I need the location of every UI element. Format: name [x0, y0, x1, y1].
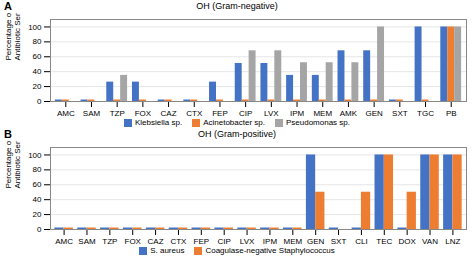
svg-text:60: 60: [33, 52, 42, 61]
svg-text:LVX: LVX: [264, 109, 279, 117]
svg-text:LVX: LVX: [240, 237, 255, 245]
html-text:Klebsiella sp.: Klebsiella sp.: [135, 118, 183, 127]
html-text:OH (Gram-negative): OH (Gram-negative): [196, 1, 278, 11]
svg-text:FOX: FOX: [124, 237, 141, 245]
svg-text:AMC: AMC: [57, 109, 75, 117]
svg-text:CLI: CLI: [355, 237, 367, 245]
svg-text:IPM: IPM: [263, 237, 278, 245]
html-text:OH (Gram-positive): OH (Gram-positive): [198, 129, 276, 139]
svg-text:AMK: AMK: [340, 109, 358, 117]
svg-text:FEP: FEP: [212, 109, 228, 117]
svg-text:Percentage ofAntibiotic Sensit: Percentage ofAntibiotic Sensitivity: [4, 13, 22, 61]
svg-text:CTX: CTX: [186, 109, 203, 117]
svg-text:VAN: VAN: [422, 237, 438, 245]
svg-text:60: 60: [33, 180, 42, 189]
svg-text:TGC: TGC: [417, 109, 434, 117]
svg-text:GEN: GEN: [307, 237, 325, 245]
html-text:B: B: [4, 128, 12, 140]
svg-text:80: 80: [33, 37, 42, 46]
svg-text:CIP: CIP: [239, 109, 252, 117]
svg-text:20: 20: [33, 210, 42, 219]
html-text:Pseudomonas sp.: Pseudomonas sp.: [286, 118, 350, 127]
svg-text:GEN: GEN: [365, 109, 383, 117]
svg-text:0: 0: [37, 97, 42, 106]
svg-text:20: 20: [33, 82, 42, 91]
svg-text:DOX: DOX: [398, 237, 416, 245]
svg-text:PB: PB: [446, 109, 457, 117]
svg-text:TZP: TZP: [102, 237, 117, 245]
html-text:S. aureus: S. aureus: [150, 246, 185, 255]
svg-text:AMC: AMC: [55, 237, 73, 245]
svg-text:FEP: FEP: [194, 237, 210, 245]
svg-text:80: 80: [33, 165, 42, 174]
svg-text:CAZ: CAZ: [148, 237, 164, 245]
svg-text:SXT: SXT: [392, 109, 408, 117]
html-text:Acinetobacter sp.: Acinetobacter sp.: [203, 118, 265, 127]
svg-text:40: 40: [33, 67, 42, 76]
html-text:Coagulase-negative Staphylococ: Coagulase-negative Staphylococcus: [205, 246, 335, 255]
svg-text:TZP: TZP: [110, 109, 125, 117]
html-text:A: A: [4, 0, 12, 12]
svg-text:CTX: CTX: [170, 237, 187, 245]
svg-text:40: 40: [33, 195, 42, 204]
svg-text:SAM: SAM: [78, 237, 96, 245]
svg-text:CIP: CIP: [218, 237, 231, 245]
svg-text:MEM: MEM: [283, 237, 302, 245]
svg-text:SAM: SAM: [83, 109, 101, 117]
svg-text:Percentage ofAntibiotic Sensit: Percentage ofAntibiotic Sensitivity: [4, 141, 22, 189]
svg-text:100: 100: [28, 23, 42, 32]
svg-text:SXT: SXT: [331, 237, 347, 245]
svg-text:MEM: MEM: [313, 109, 332, 117]
svg-text:IPM: IPM: [290, 109, 305, 117]
svg-text:TEC: TEC: [376, 237, 392, 245]
svg-text:FOX: FOX: [135, 109, 152, 117]
svg-text:0: 0: [37, 225, 42, 234]
svg-text:CAZ: CAZ: [161, 109, 177, 117]
svg-text:LNZ: LNZ: [445, 237, 460, 245]
svg-text:100: 100: [28, 151, 42, 160]
